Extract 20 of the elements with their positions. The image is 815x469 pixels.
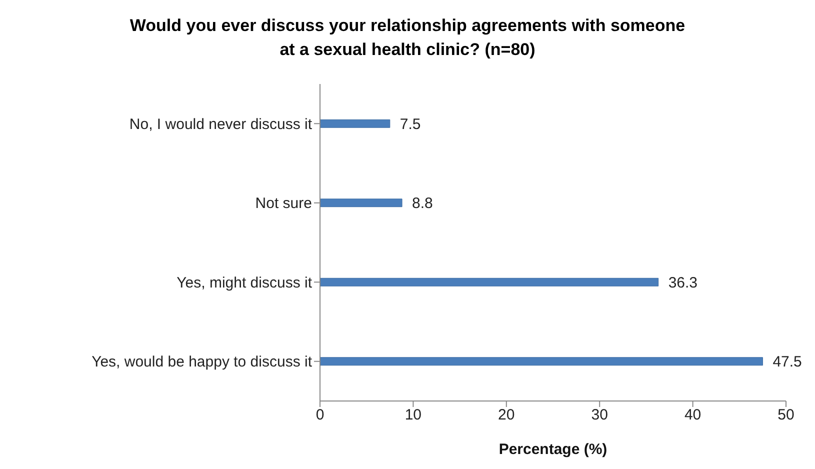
y-tick-label: No, I would never discuss it [129, 116, 313, 133]
x-tick-label: 40 [684, 406, 702, 424]
data-label: 8.8 [412, 195, 433, 212]
y-tick-label: Yes, might discuss it [176, 274, 313, 292]
data-label: 47.5 [772, 354, 802, 371]
x-axis-title: Percentage (%) [498, 441, 608, 458]
data-label: 7.5 [400, 116, 421, 133]
bar [320, 357, 763, 366]
x-tick-label: 50 [778, 406, 794, 424]
chart-title: Would you ever discuss your relationship agreements with someone at a sexual health clinic? (n=80) [128, 15, 686, 61]
x-tick-label: 30 [591, 406, 608, 424]
bar [320, 198, 402, 208]
y-tick-label: Yes, would be happy to discuss it [92, 354, 313, 371]
bar [320, 278, 659, 286]
data-label: 36.3 [668, 274, 698, 292]
y-tick-label: Not sure [255, 195, 312, 212]
bar [320, 119, 390, 128]
x-tick-label: 20 [498, 406, 515, 424]
x-tick-label: 10 [404, 406, 422, 424]
x-tick-label: 0 [316, 406, 324, 424]
